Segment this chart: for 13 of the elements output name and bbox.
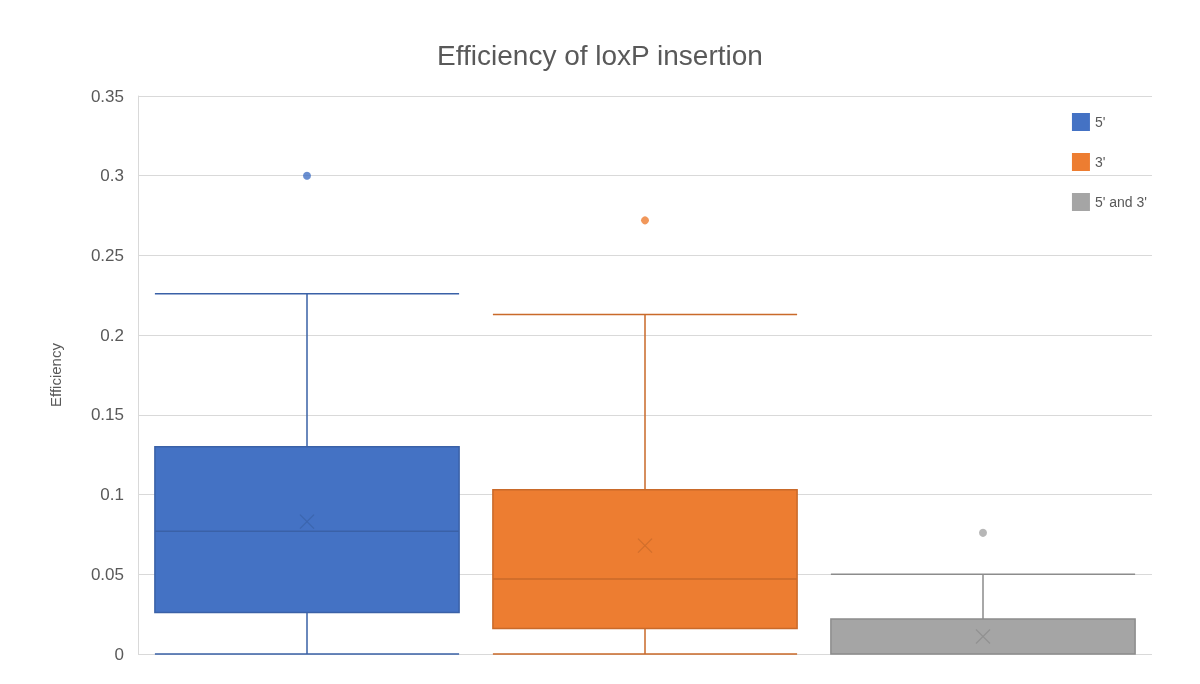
y-tick-label: 0.05 <box>90 564 124 584</box>
y-tick-label: 0.1 <box>100 485 124 505</box>
y-axis-title: Efficiency <box>47 342 64 407</box>
y-tick-label: 0.3 <box>100 166 124 186</box>
y-tick-label: 0.2 <box>100 325 124 345</box>
legend-label: 5' and 3' <box>1094 194 1148 210</box>
legend-label: 3' <box>1094 154 1106 170</box>
legend-label: 5' <box>1094 114 1106 130</box>
y-tick-label: 0 <box>114 644 124 664</box>
y-tick-label: 0.15 <box>90 405 124 425</box>
y-tick-label: 0.35 <box>90 86 124 106</box>
y-tick-label: 0.25 <box>90 245 124 265</box>
chart-title: Efficiency of loxP insertion <box>437 39 763 71</box>
